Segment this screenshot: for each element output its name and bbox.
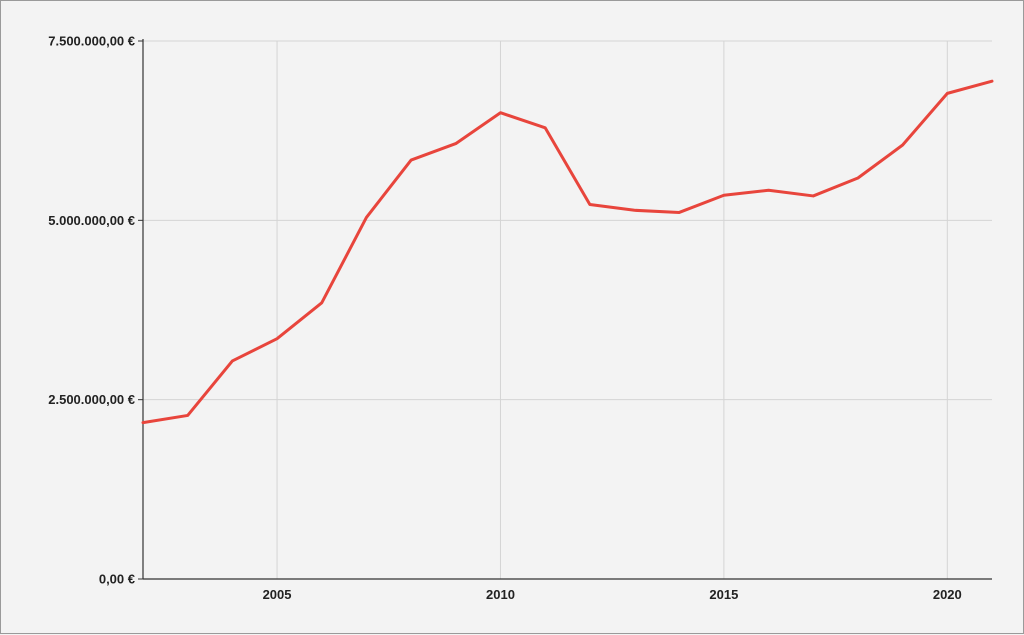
x-tick-label: 2015 <box>709 587 738 602</box>
data-point <box>454 142 457 145</box>
data-point <box>320 301 323 304</box>
data-point <box>231 359 234 362</box>
data-point <box>633 209 636 212</box>
y-tick-label: 2.500.000,00 € <box>48 392 135 407</box>
series-line <box>141 79 994 425</box>
x-tick-label: 2020 <box>933 587 962 602</box>
data-point <box>186 414 189 417</box>
x-tick-label: 2010 <box>486 587 515 602</box>
series-lines <box>141 79 994 425</box>
data-point <box>499 111 502 114</box>
data-point <box>856 177 859 180</box>
data-point <box>142 421 145 424</box>
y-tick-label: 0,00 € <box>99 572 135 587</box>
data-point <box>767 189 770 192</box>
y-tick-label: 5.000.000,00 € <box>48 213 135 228</box>
data-point <box>544 126 547 129</box>
tick-labels: 0,00 € 2.500.000,00 € 5.000.000,00 € 7.500.… <box>48 34 962 603</box>
grid-lines <box>143 40 992 579</box>
data-point <box>410 159 413 162</box>
data-point <box>276 337 279 340</box>
axes <box>138 39 992 580</box>
data-point <box>991 80 994 83</box>
data-point <box>946 92 949 95</box>
data-point <box>365 216 368 219</box>
y-tick-label: 7.500.000,00 € <box>48 34 135 49</box>
data-point <box>588 203 591 206</box>
data-point <box>722 194 725 197</box>
x-tick-label: 2005 <box>263 587 292 602</box>
data-point <box>678 211 681 214</box>
data-point <box>812 194 815 197</box>
data-point <box>901 144 904 147</box>
